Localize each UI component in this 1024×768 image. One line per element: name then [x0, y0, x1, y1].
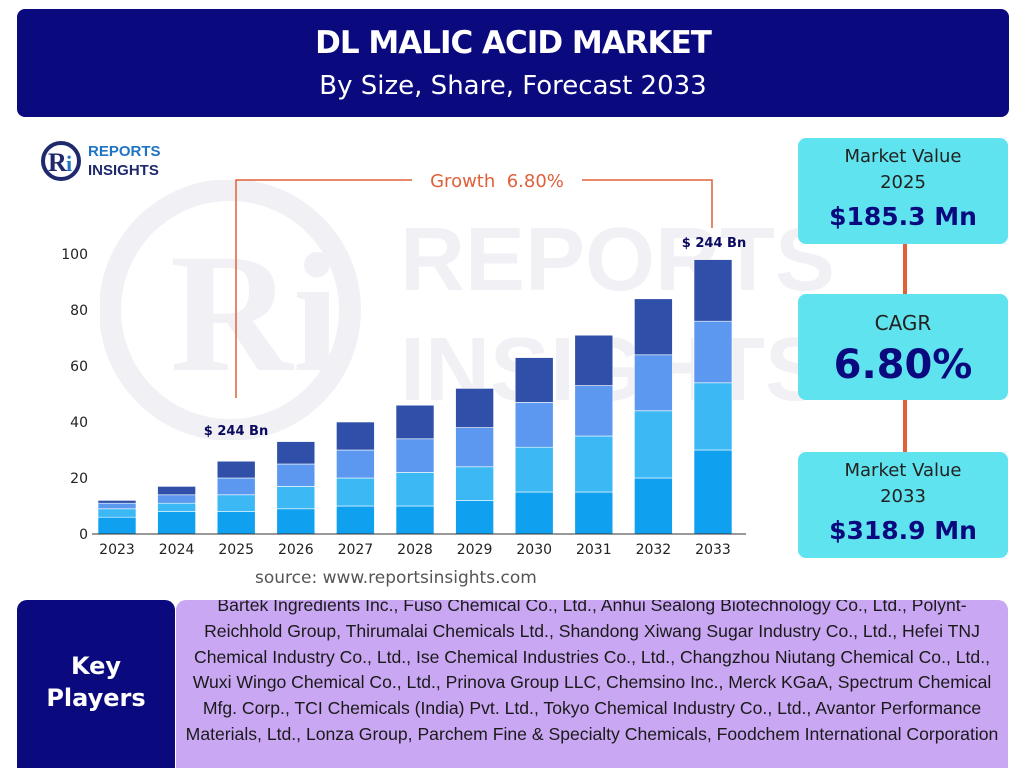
market-value-2025-value: $185.3 Mn: [829, 202, 977, 231]
growth-label: Growth 6.80%: [430, 171, 564, 192]
bar-segment: [97, 502, 137, 510]
bars: [97, 259, 733, 535]
bar-segment: [395, 472, 435, 507]
bar-segment: [693, 320, 733, 384]
bar-segment: [574, 435, 614, 493]
bar-segment: [395, 505, 435, 535]
x-tick-label: 2025: [218, 542, 254, 558]
growth-bracket: [235, 179, 412, 398]
y-axis: 0 20 40 60 80 100: [61, 247, 88, 543]
bar-segment: [514, 402, 554, 448]
x-axis: 2023 2024 2025 2026 2027 2028 2029 2030 2031 2032…: [99, 542, 731, 558]
bar-segment: [157, 486, 196, 496]
bar-segment: [216, 477, 256, 496]
bar-segment: [395, 438, 435, 473]
x-tick-label: 2031: [576, 542, 612, 558]
y-tick-label: 0: [79, 527, 88, 543]
bar-segment: [693, 259, 733, 322]
connector-line-bottom: [903, 400, 907, 452]
bar-segment: [336, 477, 375, 507]
x-tick-label: 2024: [159, 542, 195, 558]
bar-segment: [574, 334, 614, 386]
cagr-value: 6.80%: [833, 342, 973, 388]
source-note: source: www.reportsinsights.com: [255, 568, 537, 588]
bar-segment: [514, 357, 554, 403]
bar-segment: [157, 494, 196, 504]
bar-segment: [276, 486, 316, 510]
bar-segment: [216, 494, 256, 512]
bar-segment: [157, 502, 196, 512]
y-tick-label: 20: [70, 471, 88, 487]
header-banner: DL MALIC ACID MARKET By Size, Share, For…: [17, 9, 1009, 117]
connector-line-top: [903, 244, 907, 294]
bar-segment: [455, 388, 494, 428]
bar-segment: [514, 446, 554, 493]
bar-segment: [455, 500, 494, 535]
market-value-2025-label2: 2025: [880, 172, 926, 193]
key-players-list: Bartek Ingredients Inc., Fuso Chemical C…: [176, 600, 1008, 768]
bar-segment: [574, 491, 614, 535]
market-value-2025-card: Market Value 2025 $185.3 Mn: [798, 138, 1008, 244]
x-tick-label: 2030: [516, 542, 552, 558]
x-tick-label: 2027: [338, 542, 374, 558]
svg-text:R: R: [48, 148, 67, 177]
bar-segment: [634, 354, 673, 412]
x-tick-label: 2032: [636, 542, 672, 558]
key-players-label-line2: Players: [46, 684, 146, 712]
x-tick-label: 2033: [695, 542, 731, 558]
y-tick-label: 100: [61, 247, 88, 263]
bar-segment: [216, 511, 256, 535]
cagr-card: CAGR 6.80%: [798, 294, 1008, 400]
bar-segment: [574, 385, 614, 437]
bar-segment: [634, 477, 673, 535]
page-subtitle: By Size, Share, Forecast 2033: [319, 71, 707, 101]
bar-segment: [216, 460, 256, 479]
x-tick-label: 2026: [278, 542, 314, 558]
market-value-2033-card: Market Value 2033 $318.9 Mn: [798, 452, 1008, 558]
bar-segment: [514, 491, 554, 535]
bar-segment: [97, 508, 137, 518]
start-value-label: $ 244 Bn: [204, 424, 268, 439]
market-value-2033-label1: Market Value: [844, 460, 962, 481]
y-tick-label: 60: [70, 359, 88, 375]
x-tick-label: 2023: [99, 542, 135, 558]
x-tick-label: 2029: [457, 542, 493, 558]
bar-segment: [276, 508, 316, 535]
bar-segment: [336, 449, 375, 479]
key-players-label: Key Players: [17, 600, 175, 768]
svg-text:i: i: [66, 151, 72, 176]
market-value-2033-value: $318.9 Mn: [829, 516, 977, 545]
bar-segment: [276, 441, 316, 465]
bar-segment: [157, 511, 196, 535]
bar-segment: [336, 505, 375, 535]
market-value-2025-label1: Market Value: [844, 146, 962, 167]
bar-segment: [634, 298, 673, 356]
logo-line1: REPORTS: [88, 143, 161, 160]
logo-icon: R i: [41, 141, 81, 181]
bar-segment: [455, 427, 494, 468]
bar-segment: [693, 382, 733, 451]
growth-bracket-right: [582, 179, 713, 228]
logo-line2: INSIGHTS: [88, 162, 159, 179]
y-tick-label: 80: [70, 303, 88, 319]
y-tick-label: 40: [70, 415, 88, 431]
bar-segment: [693, 449, 733, 535]
company-logo: R i REPORTS INSIGHTS: [40, 138, 210, 186]
key-players-label-line1: Key: [70, 652, 122, 680]
x-tick-label: 2028: [397, 542, 433, 558]
bar-segment: [455, 466, 494, 501]
bar-segment: [97, 516, 137, 535]
bar-segment: [634, 410, 673, 479]
market-value-2033-label2: 2033: [880, 486, 926, 507]
bar-segment: [336, 421, 375, 451]
cagr-label: CAGR: [874, 311, 932, 335]
bar-segment: [97, 500, 137, 504]
key-players-text: Bartek Ingredients Inc., Fuso Chemical C…: [185, 600, 999, 744]
page-title: DL MALIC ACID MARKET: [315, 25, 712, 61]
end-value-label: $ 244 Bn: [682, 236, 746, 251]
bar-segment: [395, 404, 435, 440]
bar-segment: [276, 463, 316, 487]
